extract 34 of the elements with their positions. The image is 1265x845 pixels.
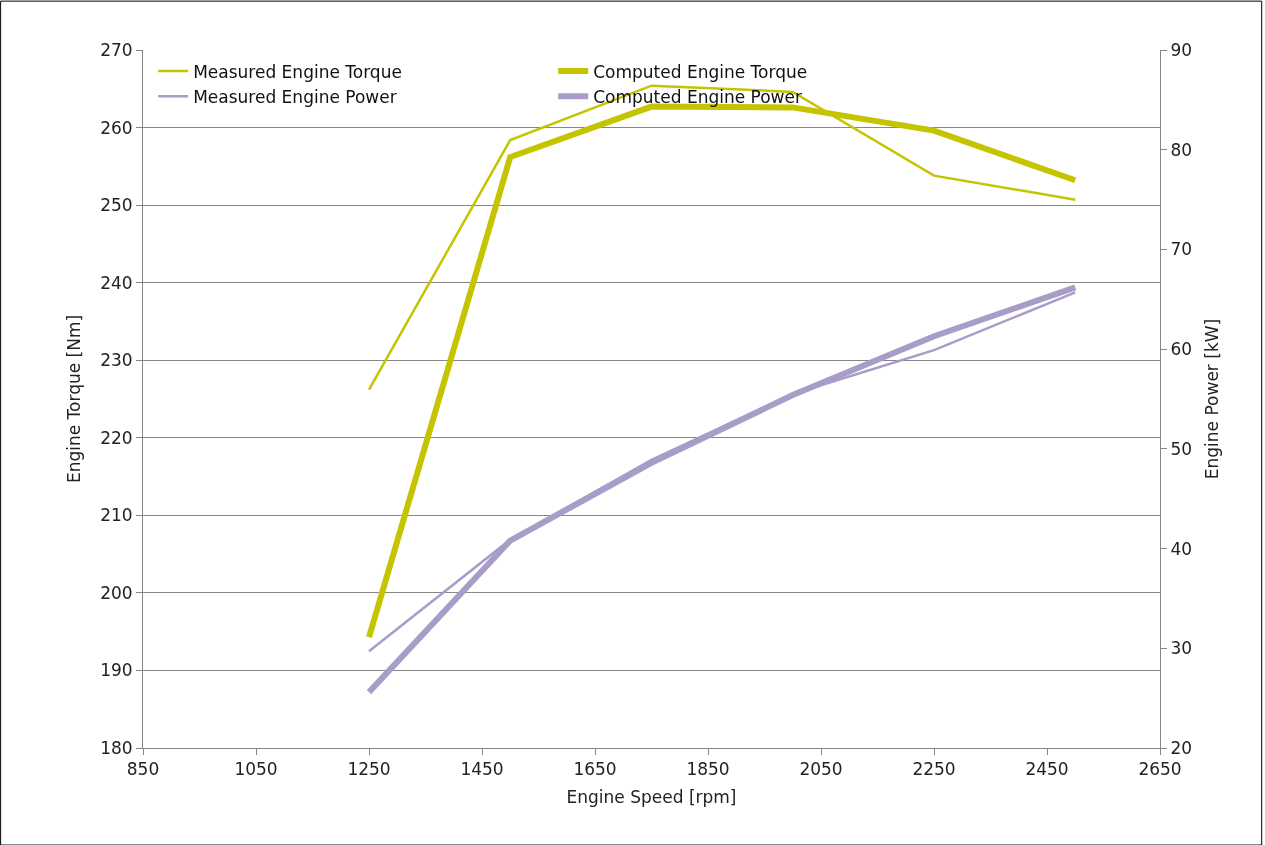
y-tick-label: 220 <box>100 427 133 448</box>
y2-tick-label: 40 <box>1170 538 1193 559</box>
y2-axis-title: Engine Power [kW] <box>1202 318 1223 480</box>
y-tick-label: 200 <box>100 582 133 603</box>
y2-tick-label: 30 <box>1170 638 1193 659</box>
y-tick-label: 250 <box>100 195 133 216</box>
y2-tick-label: 70 <box>1170 239 1193 260</box>
x-axis-title: Engine Speed [rpm] <box>566 786 737 807</box>
y-tick-label: 260 <box>100 117 133 138</box>
y2-tick-label: 80 <box>1170 139 1193 160</box>
y-tick-label: 240 <box>100 272 133 293</box>
y-tick-label: 270 <box>100 39 133 60</box>
legend-label: Measured Engine Torque <box>193 61 402 82</box>
y2-tick-label: 20 <box>1170 737 1193 758</box>
x-tick-label: 2650 <box>1138 759 1182 780</box>
y-tick-label: 180 <box>100 737 133 758</box>
x-tick-label: 1450 <box>460 759 504 780</box>
x-tick-label: 2250 <box>912 759 956 780</box>
y-tick-label: 230 <box>100 350 133 371</box>
legend-label: Measured Engine Power <box>193 86 397 107</box>
y-tick-label: 210 <box>100 505 133 526</box>
y2-tick-label: 60 <box>1170 339 1193 360</box>
x-tick-label: 1050 <box>234 759 278 780</box>
y2-tick-label: 90 <box>1170 39 1193 60</box>
x-tick-label: 2450 <box>1025 759 1069 780</box>
x-tick-label: 1850 <box>686 759 730 780</box>
x-tick-label: 2050 <box>799 759 843 780</box>
legend-label: Computed Engine Torque <box>593 61 808 82</box>
y-tick-label: 190 <box>100 660 133 681</box>
x-tick-label: 1250 <box>347 759 391 780</box>
x-tick-label: 1650 <box>573 759 617 780</box>
y2-tick-label: 50 <box>1170 438 1193 459</box>
x-tick-label: 850 <box>126 759 160 780</box>
y-axis-title: Engine Torque [Nm] <box>63 314 84 484</box>
